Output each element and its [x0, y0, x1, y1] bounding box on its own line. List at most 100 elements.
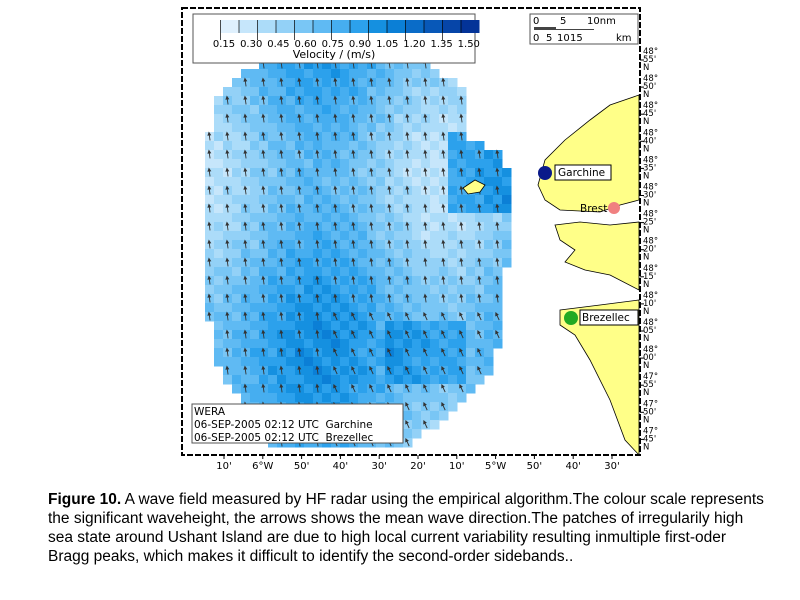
direction-arrow: [369, 149, 374, 159]
direction-arrow: [261, 239, 266, 249]
direction-arrow: [351, 383, 356, 393]
direction-arrow: [279, 149, 284, 159]
direction-arrow: [243, 221, 248, 231]
direction-arrow: [297, 203, 302, 213]
direction-arrow: [387, 221, 392, 231]
direction-arrow: [423, 257, 428, 267]
direction-arrow: [315, 95, 320, 105]
y-tick-label: 47°: [643, 399, 658, 409]
direction-arrow: [441, 167, 446, 177]
direction-arrow: [297, 383, 302, 393]
direction-arrow: [225, 311, 230, 321]
direction-arrow: [459, 329, 464, 339]
direction-arrow: [297, 149, 302, 159]
direction-arrow: [423, 167, 428, 177]
x-tick-label: 40': [333, 461, 348, 472]
direction-arrow: [459, 167, 464, 177]
colorbar-tick: 1.05: [376, 39, 398, 50]
direction-arrow: [333, 203, 338, 213]
direction-arrow: [423, 149, 428, 159]
direction-arrow: [369, 347, 374, 357]
scalebar-km-10: 10: [557, 33, 570, 44]
direction-arrow: [333, 131, 338, 141]
y-tick-label: 00': [643, 353, 656, 363]
direction-arrow: [495, 311, 500, 321]
y-tick-label: N: [643, 334, 649, 344]
colorbar-swatch: [405, 20, 424, 33]
direction-arrow: [297, 95, 302, 105]
direction-arrow: [333, 293, 338, 303]
colorbar-swatch: [294, 20, 313, 33]
direction-arrow: [441, 77, 446, 87]
direction-arrow: [369, 167, 374, 177]
direction-arrow: [405, 329, 410, 339]
direction-arrow: [261, 185, 266, 195]
direction-arrow: [423, 311, 428, 321]
direction-arrow: [477, 203, 482, 213]
direction-arrow: [423, 113, 428, 123]
direction-arrow: [351, 239, 356, 249]
ushant-island: [462, 179, 486, 195]
direction-arrow: [459, 383, 464, 393]
colorbar-swatch: [276, 20, 295, 33]
direction-arrow: [369, 311, 374, 321]
direction-arrow: [423, 239, 428, 249]
station-brezellec-marker: [564, 311, 578, 325]
direction-arrow: [243, 275, 248, 285]
direction-arrow: [315, 347, 320, 357]
direction-arrow: [441, 239, 446, 249]
direction-arrow: [351, 329, 356, 339]
info-system: WERA: [194, 406, 226, 418]
direction-arrow: [333, 275, 338, 285]
y-tick-label: 48°: [643, 345, 658, 355]
direction-arrow: [279, 329, 284, 339]
y-tick-label: N: [643, 226, 649, 236]
direction-arrow: [333, 383, 338, 393]
direction-arrow: [387, 95, 392, 105]
direction-arrow: [351, 131, 356, 141]
direction-arrow: [351, 293, 356, 303]
y-tick-label: 50': [643, 82, 656, 92]
direction-arrow: [315, 203, 320, 213]
scalebar-nm-0: 0: [533, 16, 539, 27]
direction-arrow: [261, 95, 266, 105]
direction-arrow: [405, 221, 410, 231]
direction-arrow: [459, 131, 464, 141]
direction-arrow: [261, 149, 266, 159]
y-tick-label: 55': [643, 380, 656, 390]
direction-arrow: [297, 365, 302, 375]
direction-arrow: [351, 203, 356, 213]
direction-arrow: [477, 167, 482, 177]
direction-arrow: [207, 221, 212, 231]
colorbar-tick: 1.20: [403, 39, 425, 50]
direction-arrow: [351, 347, 356, 357]
direction-arrow: [423, 221, 428, 231]
direction-arrow: [369, 365, 374, 375]
direction-arrow: [423, 77, 428, 87]
direction-arrow: [297, 275, 302, 285]
direction-arrow: [261, 221, 266, 231]
direction-arrow: [369, 293, 374, 303]
colorbar-swatch: [424, 20, 443, 33]
direction-arrow: [225, 167, 230, 177]
direction-arrow: [477, 347, 482, 357]
direction-arrow: [495, 275, 500, 285]
y-tick-label: 48°: [643, 128, 658, 138]
direction-arrow: [423, 131, 428, 141]
direction-arrow: [315, 167, 320, 177]
direction-arrow: [369, 203, 374, 213]
colorbar: 0.15 0.30 0.45 0.60 0.75 0.90 1.05 1.20 1.35 1.50: [202, 20, 480, 50]
figure-label: Figure 10.: [48, 491, 122, 508]
direction-arrow: [261, 167, 266, 177]
direction-arrow: [207, 185, 212, 195]
direction-arrow: [387, 131, 392, 141]
direction-arrow: [423, 185, 428, 195]
y-tick-label: 55': [643, 55, 656, 65]
direction-arrow: [351, 275, 356, 285]
y-tick-label: 50': [643, 407, 656, 417]
direction-arrow: [279, 95, 284, 105]
direction-arrow: [405, 311, 410, 321]
land-brittany: [462, 94, 640, 457]
direction-arrow: [495, 293, 500, 303]
direction-arrow: [315, 275, 320, 285]
